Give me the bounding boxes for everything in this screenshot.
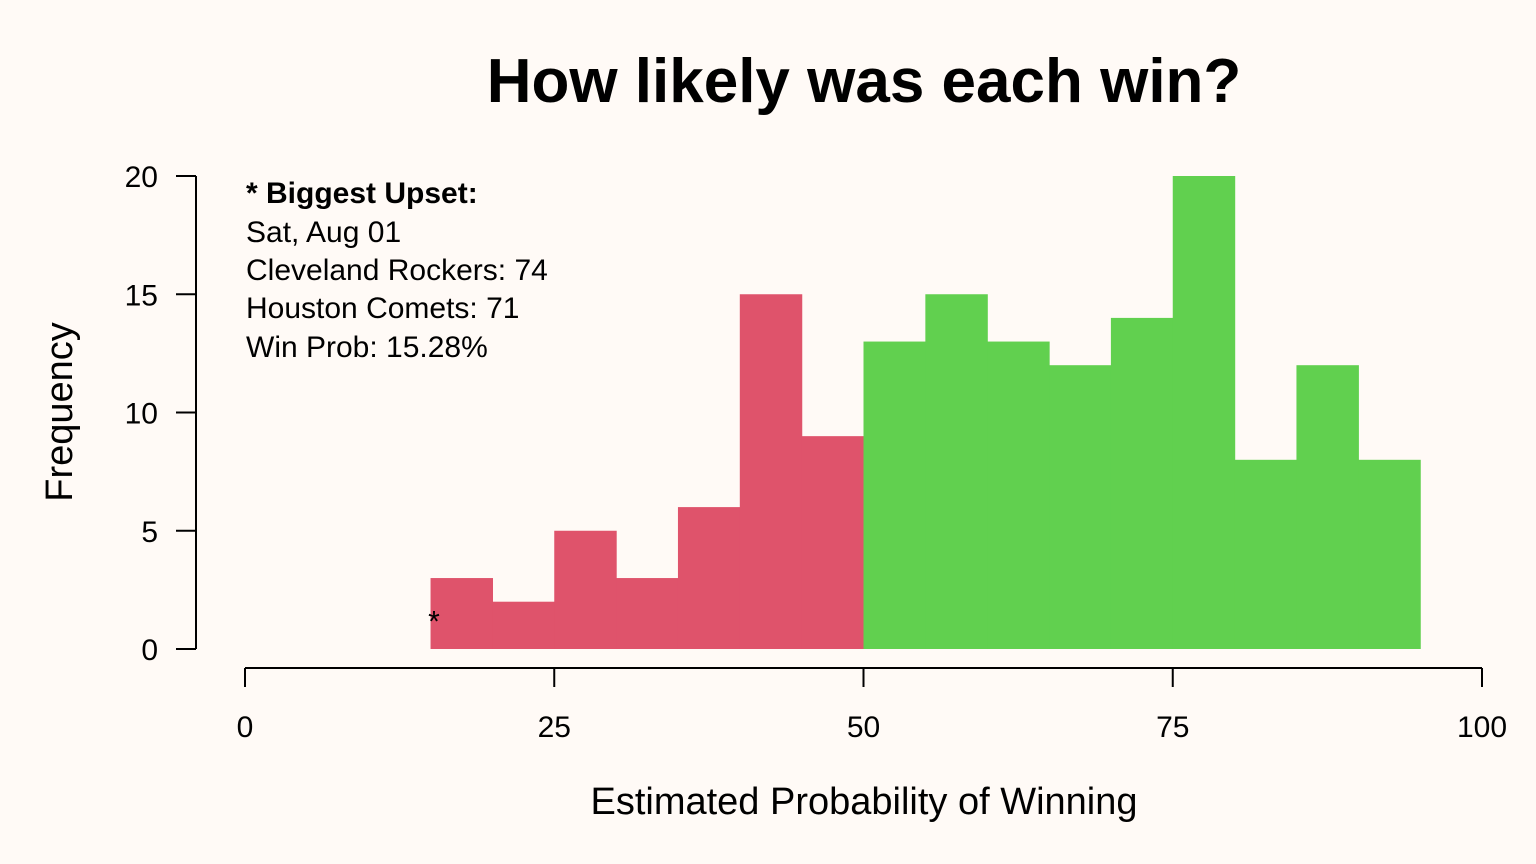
- x-tick-label-2: 50: [847, 711, 880, 744]
- histogram-bar-6: [801, 436, 865, 649]
- x-tick-label-1: 25: [538, 711, 571, 744]
- histogram-bar-8: [925, 294, 988, 649]
- histogram-bar-2: [554, 530, 617, 649]
- y-tick-label-4: 20: [125, 161, 158, 194]
- histogram-bars: [430, 176, 1421, 649]
- x-axis: 0 25 50 75 100: [237, 667, 1507, 744]
- histogram-bar-5: [739, 294, 803, 649]
- x-tick-label-3: 75: [1156, 711, 1189, 744]
- annotation-heading: * Biggest Upset:: [246, 177, 478, 210]
- histogram-bar-1: [492, 601, 555, 649]
- chart-title: How likely was each win?: [487, 47, 1242, 116]
- x-tick-label-4: 100: [1457, 711, 1507, 744]
- histogram-bar-10: [1049, 365, 1112, 649]
- y-tick-label-0: 0: [141, 634, 158, 667]
- y-axis-label: Frequency: [39, 322, 81, 502]
- histogram-bar-15: [1358, 459, 1421, 649]
- y-tick-label-1: 5: [141, 516, 158, 549]
- histogram-bar-3: [616, 578, 679, 649]
- annotation-line-winner: Cleveland Rockers: 74: [246, 254, 548, 287]
- histogram-bar-12: [1172, 176, 1236, 649]
- annotation-line-date: Sat, Aug 01: [246, 216, 401, 249]
- histogram-bar-9: [987, 341, 1050, 649]
- histogram-bar-14: [1296, 365, 1359, 649]
- histogram-bar-7: [863, 341, 926, 649]
- histogram-bar-13: [1234, 459, 1298, 649]
- annotation-line-loser: Houston Comets: 71: [246, 292, 519, 325]
- annotation-line-winprob: Win Prob: 15.28%: [246, 331, 488, 364]
- histogram-bar-11: [1110, 317, 1174, 649]
- y-tick-label-2: 10: [125, 398, 158, 431]
- upset-marker: *: [428, 606, 440, 639]
- y-tick-label-3: 15: [125, 279, 158, 312]
- x-tick-label-0: 0: [237, 711, 254, 744]
- histogram-bar-0: [430, 578, 493, 649]
- x-axis-label: Estimated Probability of Winning: [590, 781, 1137, 823]
- histogram-bar-4: [677, 507, 741, 649]
- y-axis: 0 5 10 15 20: [125, 161, 197, 667]
